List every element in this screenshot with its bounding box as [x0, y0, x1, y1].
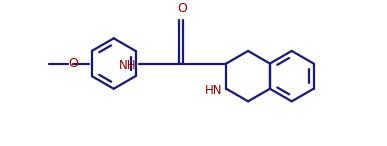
Text: O: O — [178, 2, 188, 15]
Text: NH: NH — [119, 59, 137, 72]
Text: O: O — [68, 57, 78, 70]
Text: HN: HN — [205, 84, 223, 97]
